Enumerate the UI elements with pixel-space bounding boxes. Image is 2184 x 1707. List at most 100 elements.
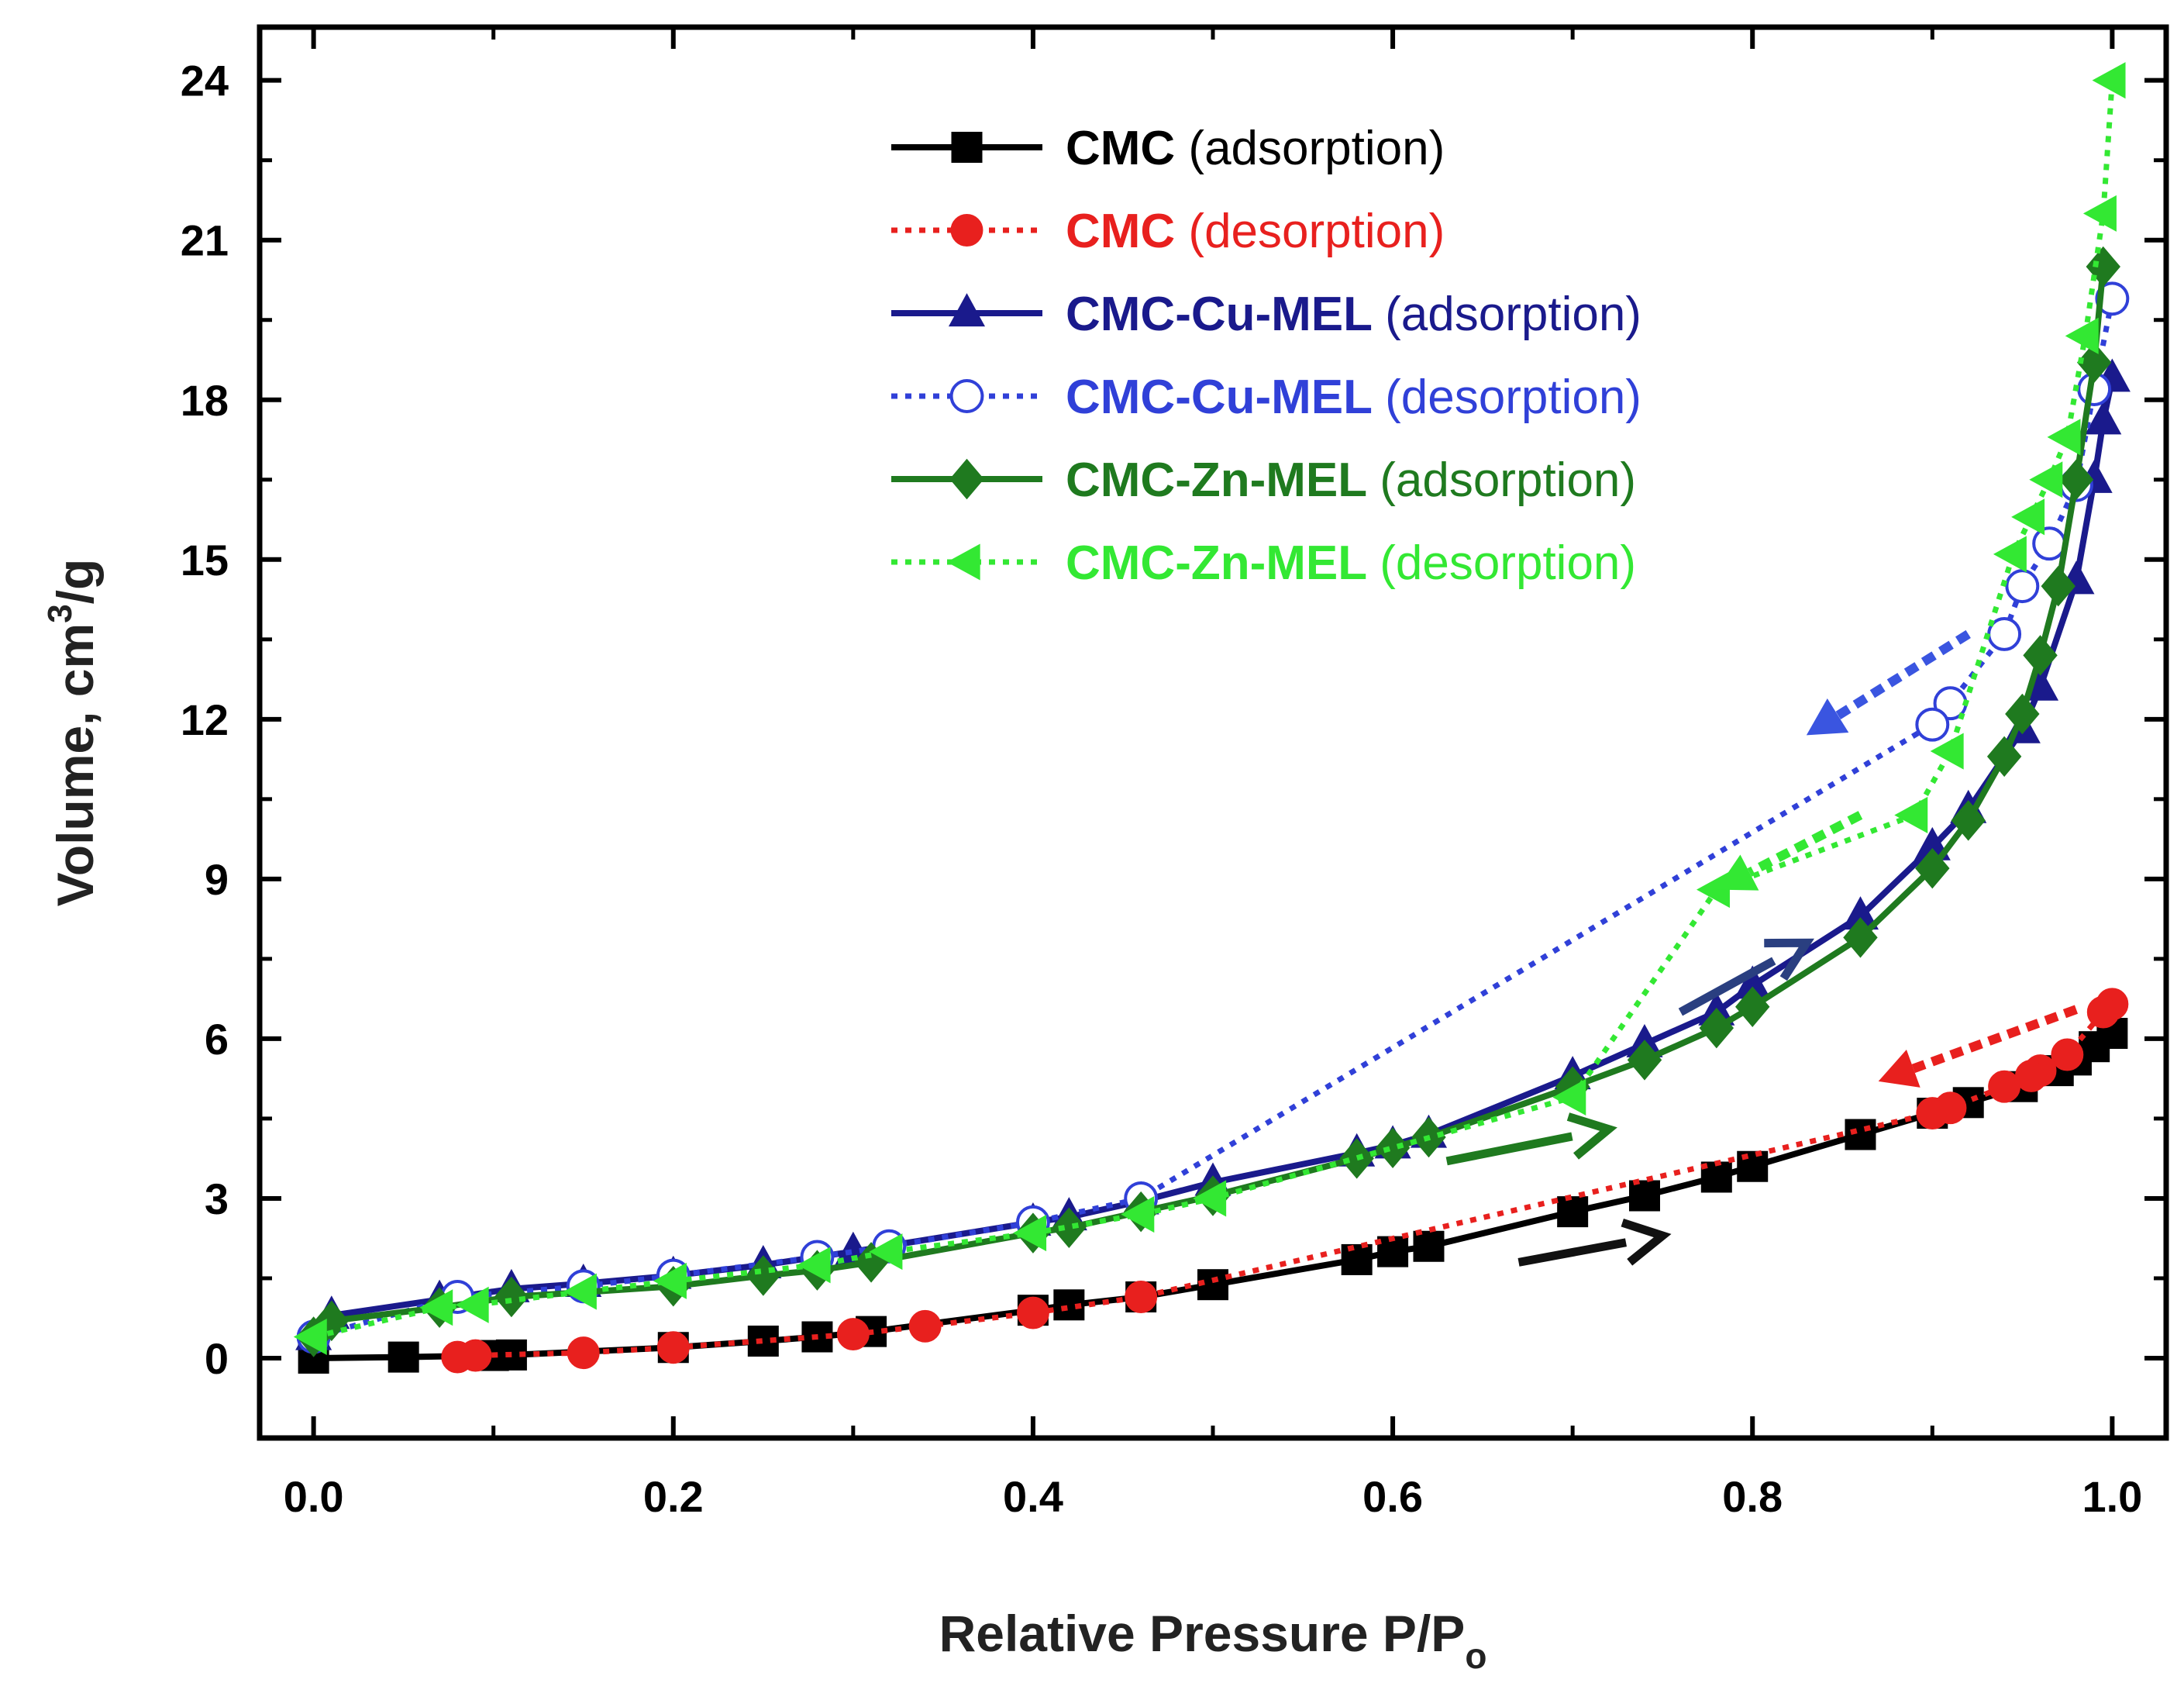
data-point: [441, 1340, 474, 1374]
series-cmc-zn-mel-desorption: [293, 62, 2126, 1356]
y-tick-label: 6: [205, 1015, 229, 1064]
data-point: [2086, 995, 2120, 1029]
legend-marker: [948, 293, 986, 327]
data-point: [567, 1336, 600, 1370]
y-tick-label: 12: [181, 695, 229, 744]
legend-label: CMC-Cu-MEL (desorption): [1066, 371, 1641, 424]
arrow-head: [1621, 1218, 1672, 1266]
y-tick-label: 3: [205, 1174, 229, 1223]
data-point: [2058, 459, 2094, 501]
data-point: [1915, 847, 1950, 889]
x-tick-label: 0.6: [1362, 1472, 1423, 1521]
data-point: [1413, 1230, 1445, 1262]
y-axis-title: Volume, cm3/g: [41, 559, 104, 907]
legend: CMC (adsorption) CMC (desorption) CMC-Cu-M…: [891, 122, 1641, 590]
data-point: [1951, 800, 1986, 841]
data-point: [908, 1309, 942, 1343]
y-tick-label: 24: [181, 57, 229, 105]
data-point: [1988, 1070, 2021, 1103]
data-point: [1016, 1296, 1049, 1329]
x-tick-label: 0.0: [284, 1472, 344, 1521]
data-point: [2076, 342, 2112, 383]
x-axis-title: Relative Pressure P/Po: [939, 1605, 1487, 1676]
data-point: [1552, 1078, 1586, 1116]
series-line: [456, 1002, 2114, 1360]
data-point: [2086, 246, 2120, 288]
data-point: [2047, 419, 2081, 456]
x-tick-label: 1.0: [2082, 1472, 2142, 1521]
y-tick-label: 9: [205, 855, 229, 904]
data-point: [1121, 1196, 1155, 1233]
data-point: [2023, 635, 2058, 676]
data-point: [1993, 536, 2027, 573]
arrow-shaft: [1445, 1132, 1573, 1166]
direction-arrow: [1806, 629, 1971, 736]
data-point: [1735, 986, 1770, 1027]
data-point: [1341, 1243, 1373, 1275]
data-point: [1339, 1138, 1374, 1179]
data-point: [836, 1318, 870, 1351]
data-point: [2032, 526, 2067, 561]
data-point: [1628, 1180, 1660, 1212]
direction-arrow: [1517, 1218, 1672, 1267]
data-point: [797, 1247, 831, 1284]
data-point: [653, 1262, 687, 1299]
data-point: [1052, 1207, 1087, 1248]
legend-marker: [951, 132, 983, 163]
direction-arrow: [1678, 938, 1814, 1016]
legend-marker: [946, 543, 980, 581]
data-point: [2085, 401, 2122, 435]
legend-entry: CMC (adsorption): [891, 122, 1445, 175]
data-point: [388, 1341, 419, 1373]
data-point: [2005, 569, 2040, 604]
arrow-head: [1566, 1112, 1617, 1160]
data-point: [1053, 1289, 1085, 1321]
x-tick-label: 0.4: [1003, 1472, 1063, 1521]
direction-arrow: [1445, 1112, 1617, 1166]
arrow-head: [1806, 698, 1849, 736]
arrow-shaft: [1517, 1238, 1627, 1267]
legend-label: CMC-Zn-MEL (adsorption): [1066, 453, 1636, 507]
data-point: [314, 1300, 350, 1342]
data-point: [1845, 1119, 1876, 1150]
y-tick-label: 21: [181, 216, 229, 265]
data-point: [2065, 317, 2099, 354]
direction-arrow: [1716, 811, 1863, 891]
series-cmc-desorption: [441, 988, 2129, 1374]
data-point: [1377, 1236, 1409, 1267]
legend-marker: [949, 458, 984, 500]
tick-labels: 0.0 0.2 0.4 0.6 0.8 1.0 0 3 6 9 12 15 18 21 24: [181, 57, 2143, 1521]
data-point: [1375, 1127, 1411, 1168]
legend-label: CMC (desorption): [1066, 205, 1445, 258]
x-tick-label: 0.8: [1722, 1472, 1783, 1521]
arrow-shaft: [1678, 957, 1776, 1016]
direction-arrow: [1878, 1005, 2079, 1088]
y-tick-label: 0: [205, 1334, 229, 1383]
series-line: [312, 298, 2115, 1340]
data-point: [2095, 281, 2130, 316]
data-point: [869, 1233, 903, 1271]
data-point: [2029, 461, 2063, 498]
data-point: [455, 1286, 489, 1323]
data-point: [293, 1318, 327, 1356]
legend-label: CMC-Zn-MEL (desorption): [1066, 536, 1636, 590]
data-point: [1843, 917, 1878, 958]
data-point: [656, 1331, 690, 1364]
data-point: [1916, 1097, 1949, 1130]
legend-entry: CMC-Cu-MEL (adsorption): [891, 288, 1641, 341]
direction-arrows: [1445, 629, 2079, 1267]
data-point: [1915, 707, 1950, 742]
data-point: [1125, 1281, 1158, 1313]
data-point: [2005, 693, 2040, 735]
arrow-shaft: [1911, 1005, 2079, 1074]
data-point: [1986, 736, 2022, 778]
legend-label: CMC (adsorption): [1066, 122, 1445, 175]
data-point: [494, 1276, 529, 1318]
data-point: [1193, 1180, 1227, 1217]
series-layer: [293, 62, 2131, 1374]
data-point: [563, 1273, 597, 1310]
arrow-shaft: [1747, 811, 1863, 877]
arrow-shaft: [1835, 629, 1971, 720]
legend-marker: [950, 214, 983, 247]
